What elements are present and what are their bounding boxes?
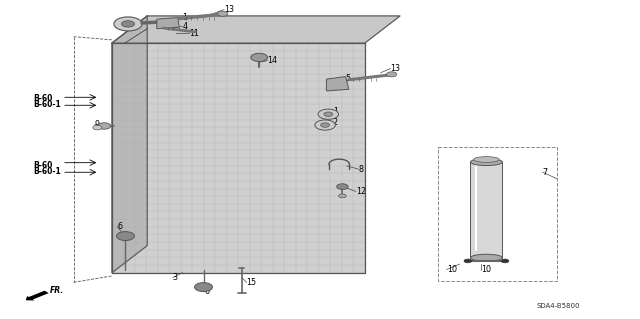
Text: B-60-1: B-60-1 — [33, 100, 61, 109]
Circle shape — [116, 232, 134, 241]
Text: 1: 1 — [182, 13, 188, 22]
Circle shape — [324, 112, 333, 116]
Circle shape — [321, 123, 330, 127]
Circle shape — [195, 283, 212, 292]
Circle shape — [114, 17, 142, 31]
Text: 6: 6 — [117, 222, 122, 231]
Text: 12: 12 — [356, 187, 366, 196]
Bar — [470, 162, 502, 258]
Circle shape — [318, 109, 339, 119]
Text: 5: 5 — [346, 74, 351, 83]
Text: B-60: B-60 — [33, 161, 52, 170]
Circle shape — [387, 72, 397, 77]
Text: 4: 4 — [182, 22, 188, 31]
Circle shape — [98, 123, 111, 129]
Text: 9: 9 — [95, 120, 100, 129]
Text: B-60-1: B-60-1 — [33, 167, 61, 176]
Text: SDA4-B5800: SDA4-B5800 — [536, 303, 580, 309]
Text: 13: 13 — [390, 64, 401, 73]
Circle shape — [337, 184, 348, 189]
Text: 2: 2 — [333, 118, 338, 127]
Polygon shape — [326, 77, 349, 91]
Text: 10: 10 — [447, 265, 457, 274]
Text: B-60: B-60 — [33, 94, 52, 103]
Text: 10: 10 — [481, 265, 492, 274]
Ellipse shape — [470, 254, 502, 261]
Ellipse shape — [470, 159, 502, 166]
Text: 2: 2 — [125, 17, 130, 26]
Polygon shape — [157, 18, 179, 29]
Circle shape — [122, 21, 134, 27]
Circle shape — [339, 194, 346, 198]
Circle shape — [501, 259, 509, 263]
Text: 6: 6 — [205, 287, 210, 296]
Circle shape — [93, 125, 102, 130]
Circle shape — [251, 53, 268, 62]
Polygon shape — [112, 16, 147, 273]
Text: 11: 11 — [189, 29, 199, 38]
Bar — [112, 43, 365, 273]
Bar — [438, 147, 557, 281]
Circle shape — [464, 259, 472, 263]
Text: 14: 14 — [268, 56, 278, 65]
Text: 3: 3 — [173, 273, 178, 282]
Polygon shape — [112, 16, 400, 43]
Circle shape — [315, 120, 335, 130]
Text: 15: 15 — [246, 278, 257, 287]
Ellipse shape — [474, 157, 499, 162]
FancyArrow shape — [26, 291, 49, 300]
Circle shape — [218, 11, 228, 16]
Text: 7: 7 — [543, 168, 548, 177]
Text: 1: 1 — [333, 107, 338, 116]
Text: FR.: FR. — [50, 286, 64, 295]
Text: 8: 8 — [358, 165, 364, 174]
Text: 13: 13 — [224, 5, 234, 14]
